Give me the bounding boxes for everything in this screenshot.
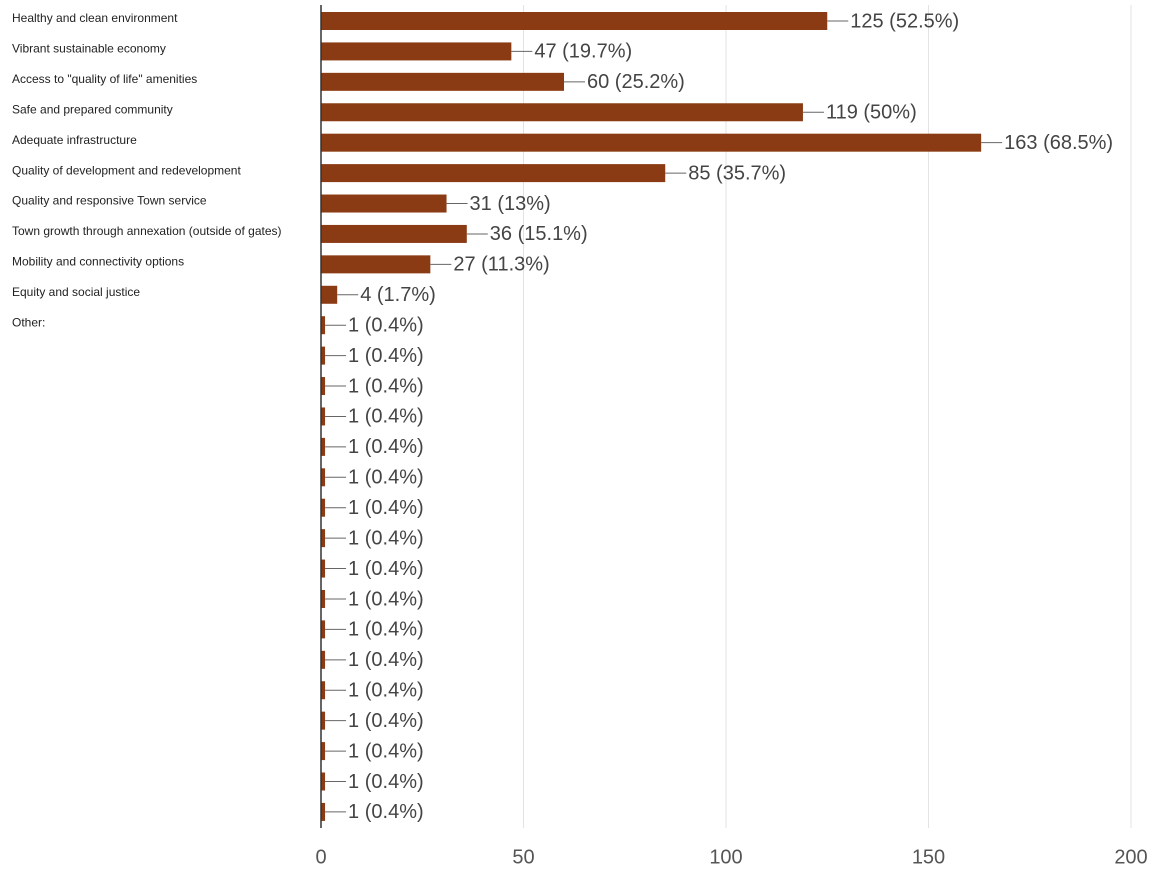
bar bbox=[321, 650, 326, 669]
category-label: Town growth through annexation (outside … bbox=[12, 224, 282, 238]
category-label: Adequate infrastructure bbox=[12, 133, 137, 147]
bar bbox=[321, 711, 326, 730]
value-label: 27 (11.3%) bbox=[453, 254, 549, 276]
value-label: 1 (0.4%) bbox=[348, 527, 424, 549]
bar bbox=[321, 772, 326, 791]
value-label: 1 (0.4%) bbox=[348, 436, 424, 458]
bar bbox=[321, 224, 467, 243]
x-tick-label: 0 bbox=[315, 846, 326, 868]
value-label: 163 (68.5%) bbox=[1004, 132, 1113, 154]
value-label: 1 (0.4%) bbox=[348, 680, 424, 702]
value-label: 85 (35.7%) bbox=[688, 162, 786, 184]
bar bbox=[321, 12, 828, 30]
x-tick-label: 150 bbox=[912, 846, 945, 868]
bar bbox=[321, 285, 338, 304]
category-label: Safe and prepared community bbox=[12, 102, 173, 116]
bar bbox=[321, 103, 803, 122]
value-label: 36 (15.1%) bbox=[490, 223, 588, 245]
value-label: 1 (0.4%) bbox=[348, 588, 424, 610]
bar bbox=[321, 42, 512, 61]
category-label: Quality of development and redevelopment bbox=[12, 163, 241, 177]
value-label: 1 (0.4%) bbox=[348, 740, 424, 762]
bar bbox=[321, 377, 326, 396]
x-tick-label: 50 bbox=[512, 846, 534, 868]
value-label: 1 (0.4%) bbox=[348, 375, 424, 397]
value-label: 119 (50%) bbox=[826, 102, 917, 124]
value-label: 1 (0.4%) bbox=[348, 345, 424, 367]
bar bbox=[321, 559, 326, 578]
value-label: 1 (0.4%) bbox=[348, 314, 424, 336]
bar bbox=[321, 529, 326, 548]
bar bbox=[321, 316, 326, 335]
category-label: Healthy and clean environment bbox=[12, 11, 178, 25]
bar bbox=[321, 407, 326, 426]
x-tick-label: 200 bbox=[1114, 846, 1147, 868]
category-label: Access to "quality of life" amenities bbox=[12, 72, 197, 86]
value-label: 4 (1.7%) bbox=[360, 284, 436, 306]
x-tick-label: 100 bbox=[709, 846, 742, 868]
bar bbox=[321, 589, 326, 608]
value-label: 125 (52.5%) bbox=[850, 10, 959, 32]
category-label: Other: bbox=[12, 315, 45, 329]
bar bbox=[321, 681, 326, 700]
value-label: 1 (0.4%) bbox=[348, 619, 424, 641]
bar bbox=[321, 133, 982, 152]
category-label: Vibrant sustainable economy bbox=[12, 42, 166, 56]
value-label: 1 (0.4%) bbox=[348, 406, 424, 428]
bar bbox=[321, 194, 447, 213]
category-label: Quality and responsive Town service bbox=[12, 194, 207, 208]
bar bbox=[321, 437, 326, 456]
value-label: 1 (0.4%) bbox=[348, 558, 424, 580]
value-label: 47 (19.7%) bbox=[534, 41, 632, 63]
bar bbox=[321, 742, 326, 761]
value-label: 1 (0.4%) bbox=[348, 497, 424, 519]
value-label: 1 (0.4%) bbox=[348, 649, 424, 671]
value-label: 1 (0.4%) bbox=[348, 801, 424, 823]
bar bbox=[321, 346, 326, 365]
value-label: 1 (0.4%) bbox=[348, 710, 424, 732]
bar bbox=[321, 164, 666, 183]
value-label: 60 (25.2%) bbox=[587, 71, 685, 93]
bar bbox=[321, 72, 564, 91]
bar bbox=[321, 255, 431, 274]
bar bbox=[321, 468, 326, 487]
category-label: Equity and social justice bbox=[12, 285, 140, 299]
category-label: Mobility and connectivity options bbox=[12, 255, 184, 269]
value-label: 31 (13%) bbox=[470, 193, 551, 215]
bar bbox=[321, 498, 326, 517]
bar bbox=[321, 802, 326, 821]
value-label: 1 (0.4%) bbox=[348, 467, 424, 489]
bar bbox=[321, 620, 326, 639]
value-label: 1 (0.4%) bbox=[348, 771, 424, 793]
